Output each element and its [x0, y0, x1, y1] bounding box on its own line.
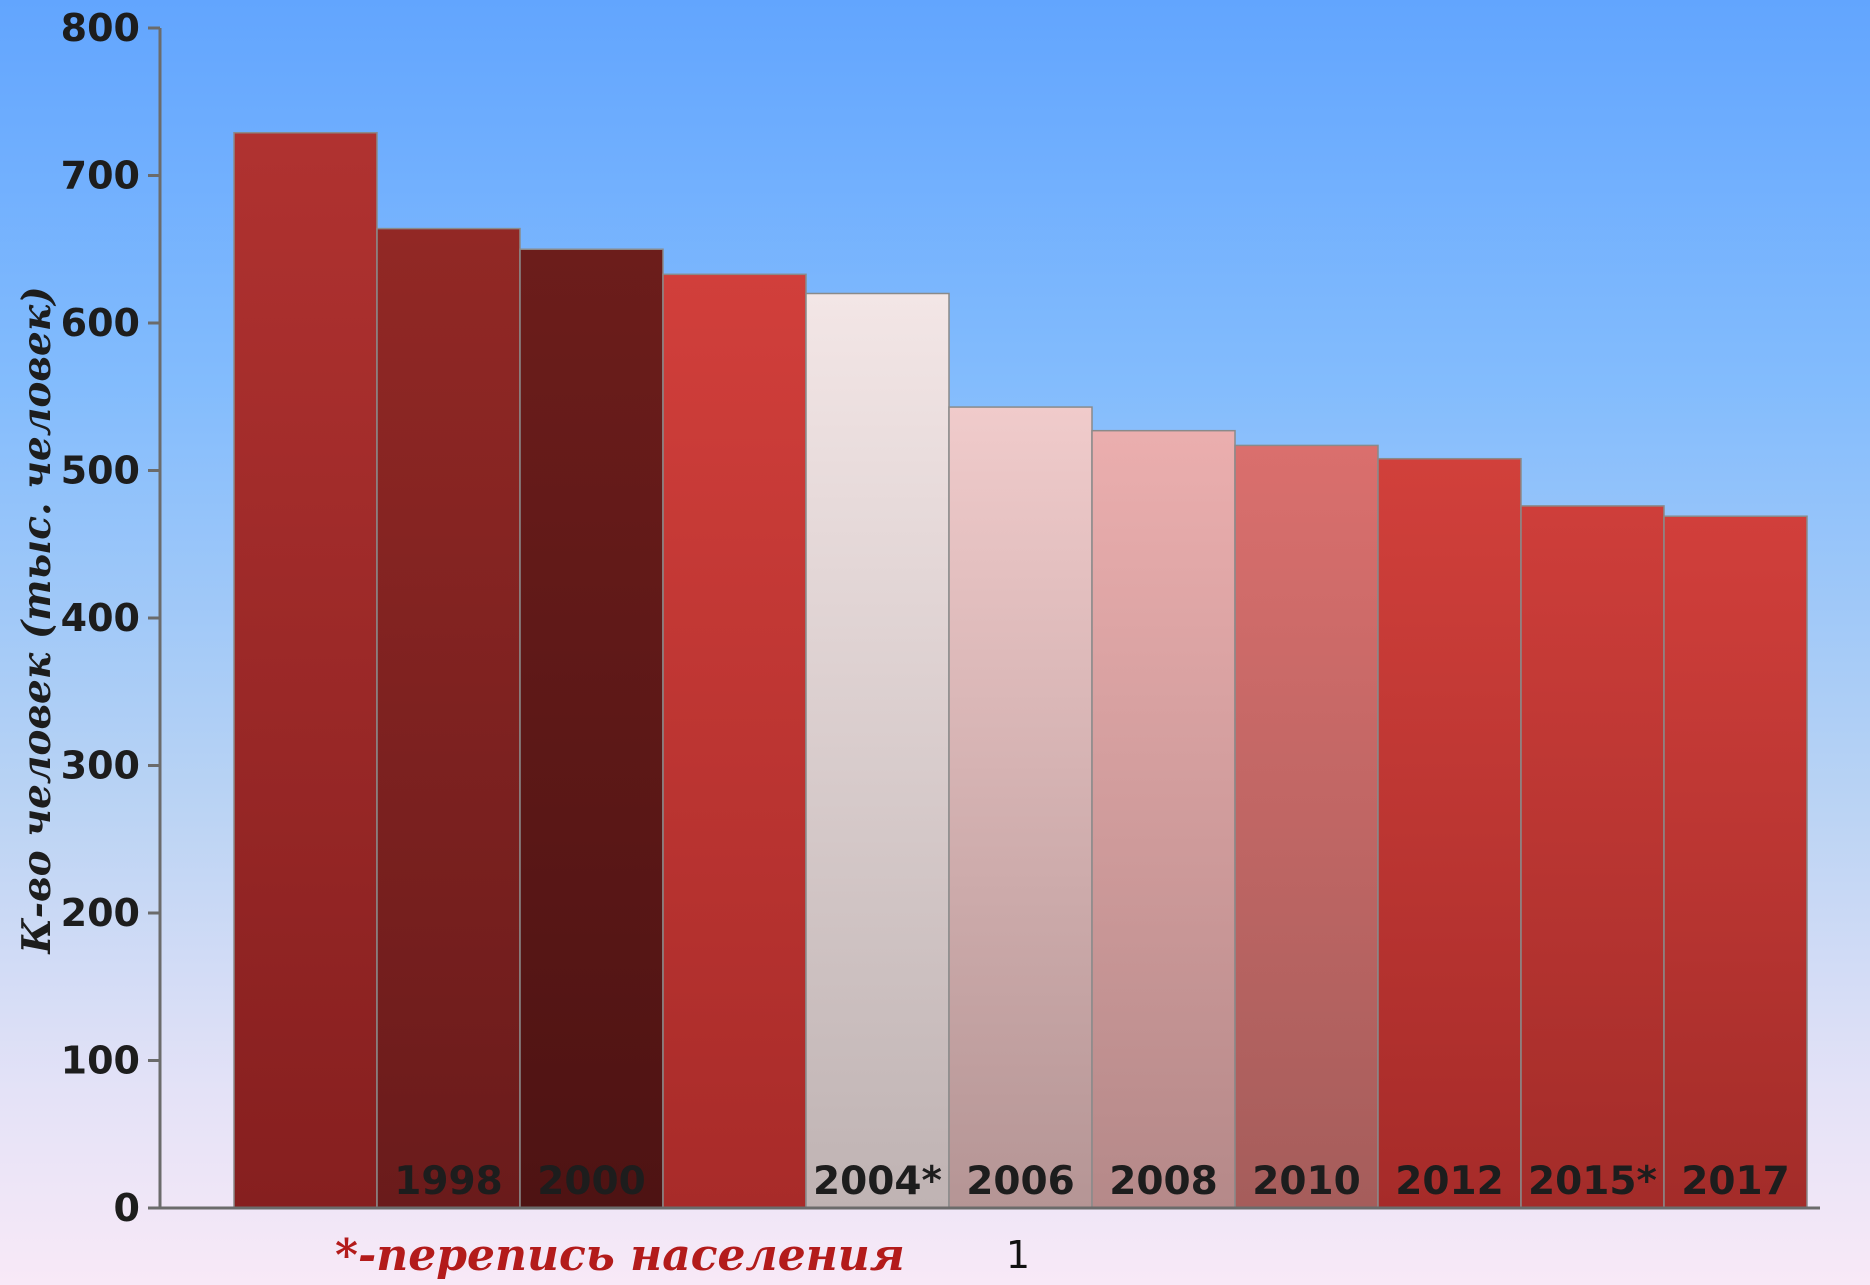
y-tick-label-800: 800: [61, 6, 140, 50]
x-tick-label-2004-census: 2004*: [813, 1159, 942, 1204]
x-tick-labels: 1998 2000 2004* 2006 2008 2010 2012 2015* 2017: [394, 1159, 1790, 1204]
bars-group: [233, 131, 1808, 1209]
bar-2000: [519, 248, 664, 1209]
x-tick-label-2015-census: 2015*: [1528, 1159, 1657, 1204]
census-footnote: *-перепись населения: [335, 1230, 905, 1281]
y-tick-label-400: 400: [61, 596, 140, 640]
y-axis-label: К-во человек (тыс. человек): [14, 286, 60, 954]
y-tick-label-200: 200: [61, 891, 140, 935]
y-tick-label-500: 500: [61, 449, 140, 493]
x-tick-label-2017: 2017: [1681, 1159, 1790, 1204]
x-tick-label-2010: 2010: [1252, 1159, 1361, 1204]
bar-2010: [1234, 444, 1379, 1209]
bar-2008: [1091, 429, 1236, 1209]
bar-unlabeled-3: [662, 273, 807, 1209]
x-tick-label-1998: 1998: [394, 1159, 503, 1204]
bar-unlabeled-0: [233, 131, 378, 1209]
bar-2017: [1663, 515, 1808, 1209]
bar-2006: [948, 406, 1093, 1209]
y-tick-label-0: 0: [114, 1186, 140, 1230]
bar-2004*: [805, 292, 950, 1209]
y-tick-label-700: 700: [61, 154, 140, 198]
y-axis: 0 100 200 300 400 500 600 700 800: [61, 6, 162, 1230]
y-tick-label-300: 300: [61, 744, 140, 788]
x-tick-label-2008: 2008: [1109, 1159, 1218, 1204]
bar-2015*: [1520, 505, 1665, 1209]
y-tick-label-600: 600: [61, 301, 140, 345]
x-tick-label-2000: 2000: [537, 1159, 646, 1204]
bar-1998: [376, 227, 521, 1209]
legend-series-label: 1: [1006, 1233, 1030, 1277]
bar-2012: [1377, 457, 1522, 1209]
x-tick-label-2006: 2006: [966, 1159, 1075, 1204]
y-tick-label-100: 100: [61, 1039, 140, 1083]
x-tick-label-2012: 2012: [1395, 1159, 1504, 1204]
